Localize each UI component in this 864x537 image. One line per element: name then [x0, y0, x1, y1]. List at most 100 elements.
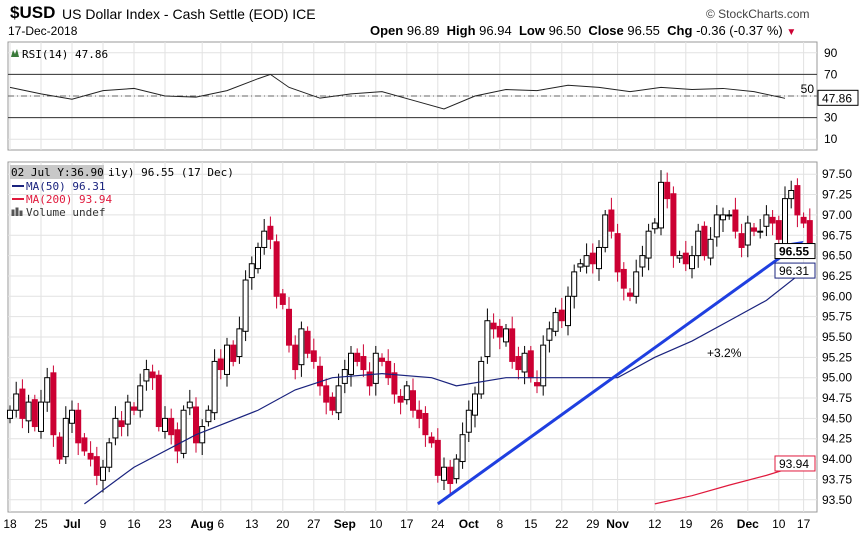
x-tick-label: 25: [34, 517, 48, 531]
candle: [255, 242, 261, 274]
candle-body: [106, 442, 113, 468]
candle-body: [701, 225, 708, 257]
low-value: 96.50: [548, 23, 582, 38]
candle: [348, 345, 354, 387]
candle-body: [304, 330, 311, 354]
candle: [38, 389, 44, 439]
tooltip-bg: [10, 165, 104, 179]
candle: [124, 394, 131, 437]
y-tick-label: 96.25: [822, 269, 852, 283]
candle: [534, 370, 540, 394]
close-label: Close: [588, 23, 624, 38]
y-tick-label: 94.25: [822, 432, 852, 446]
candle: [658, 170, 664, 236]
x-tick-label: 27: [307, 517, 321, 531]
x-tick-label: Aug: [191, 517, 214, 531]
candle-body: [670, 193, 677, 257]
candle-body: [763, 214, 770, 227]
candle-body: [205, 409, 212, 423]
candle-body: [186, 401, 193, 409]
candle: [459, 422, 466, 469]
candle: [589, 243, 596, 274]
candle: [800, 212, 807, 228]
x-tick-label: 17: [400, 517, 414, 531]
candle-body: [168, 417, 175, 436]
close-value: 96.55: [627, 23, 660, 38]
candle-body: [521, 352, 528, 373]
low-label: Low: [518, 23, 545, 38]
x-tick-label: 22: [555, 517, 569, 531]
x-tick-label: 16: [127, 517, 141, 531]
candle-body: [199, 426, 206, 444]
candle-body: [323, 385, 330, 403]
candle-body: [775, 220, 782, 240]
high-label: High: [446, 23, 476, 38]
candle: [44, 367, 51, 412]
high-value: 96.94: [479, 23, 512, 38]
tooltip-readout: 02 Jul Y:36.90: [11, 166, 104, 179]
candle-body: [50, 372, 57, 436]
x-tick-label: Sep: [334, 517, 356, 531]
open-label: Open: [370, 23, 404, 38]
candle-body: [614, 233, 621, 273]
last-ma200-box: [774, 455, 816, 472]
y-tick-label: 93.50: [822, 493, 852, 507]
candle-body: [453, 458, 460, 480]
candle-body: [211, 360, 218, 414]
candle-body: [720, 214, 726, 221]
candle: [651, 218, 658, 234]
y-tick-label: 95.75: [822, 310, 852, 324]
open-value: 96.89: [406, 23, 440, 38]
candle: [713, 205, 720, 247]
candle-body: [81, 437, 88, 452]
candle: [174, 422, 181, 464]
candle-body: [354, 352, 361, 362]
candle: [552, 307, 559, 337]
candle-body: [744, 222, 751, 246]
candle: [496, 319, 503, 350]
candle-body: [131, 406, 137, 411]
candle: [627, 288, 633, 302]
x-tick-label: Nov: [606, 517, 629, 531]
candle-body: [56, 436, 63, 460]
candle-body: [757, 230, 764, 233]
candle-body: [286, 308, 292, 346]
candle-body: [620, 268, 627, 289]
candle-body: [434, 439, 441, 476]
symbol: $USD: [10, 3, 56, 22]
x-tick-label: 13: [245, 517, 259, 531]
x-tick-label: 23: [158, 517, 172, 531]
candle: [13, 381, 20, 418]
candle-body: [348, 352, 354, 375]
candle: [639, 245, 646, 277]
candle: [509, 316, 516, 369]
rsi-tick-label: 10: [824, 132, 838, 146]
candle-body: [335, 385, 342, 414]
rsi-icon: [11, 49, 19, 57]
candle: [608, 197, 615, 239]
candle-body: [236, 328, 243, 358]
candle-body: [143, 369, 150, 382]
x-tick-label: Dec: [737, 517, 759, 531]
candle: [751, 223, 757, 237]
candle-body: [732, 209, 739, 232]
candle-body: [292, 344, 299, 371]
candle-body: [410, 390, 416, 411]
candle: [596, 240, 602, 281]
candle: [428, 432, 435, 448]
candle: [149, 364, 156, 390]
candle-body: [589, 252, 596, 265]
y-tick-label: 96.75: [822, 228, 852, 242]
candle-body: [62, 417, 69, 458]
candle: [87, 441, 94, 467]
candle-body: [224, 344, 230, 375]
rsi-last-label: 47.86: [822, 91, 852, 105]
candle: [422, 406, 429, 447]
candle: [19, 379, 26, 429]
y-tick-label: 96.50: [822, 249, 852, 263]
candle-body: [397, 395, 404, 403]
instrument-name: US Dollar Index - Cash Settle (EOD) ICE: [62, 6, 316, 22]
candle-body: [800, 216, 807, 224]
candle: [410, 378, 416, 418]
x-tick-label: 24: [431, 517, 445, 531]
